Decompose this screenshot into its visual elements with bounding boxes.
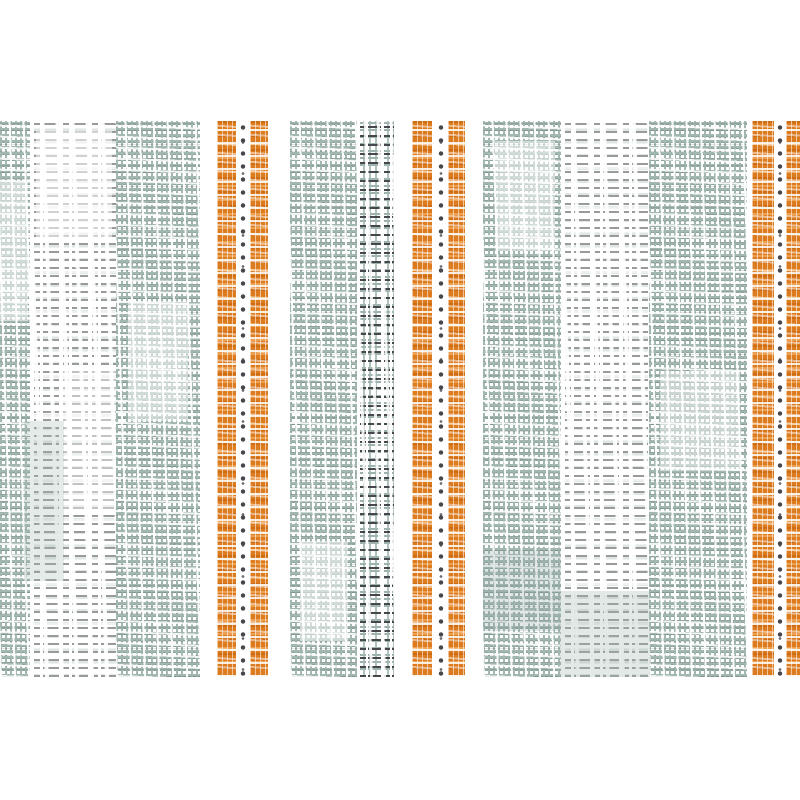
stripe-teal [483,121,561,677]
stripe-orange [448,121,465,677]
stripe-teal [649,121,747,677]
stripe-orange [412,121,432,677]
stripe-orange [250,121,268,677]
stripe-dashes [561,121,649,677]
stripe-orange [752,121,774,677]
stripe-teal [0,121,30,677]
stripe-dashes [30,121,116,677]
stripe-orange [217,121,236,677]
stripe-teal [116,121,200,677]
stripe-dashes-teal [357,121,394,677]
stripe-dots [438,121,444,677]
stripe-dots [240,121,246,677]
pattern-area [0,121,800,677]
stripe-teal [290,121,357,677]
stripe-orange [786,121,800,677]
stripe-dots [777,121,783,677]
